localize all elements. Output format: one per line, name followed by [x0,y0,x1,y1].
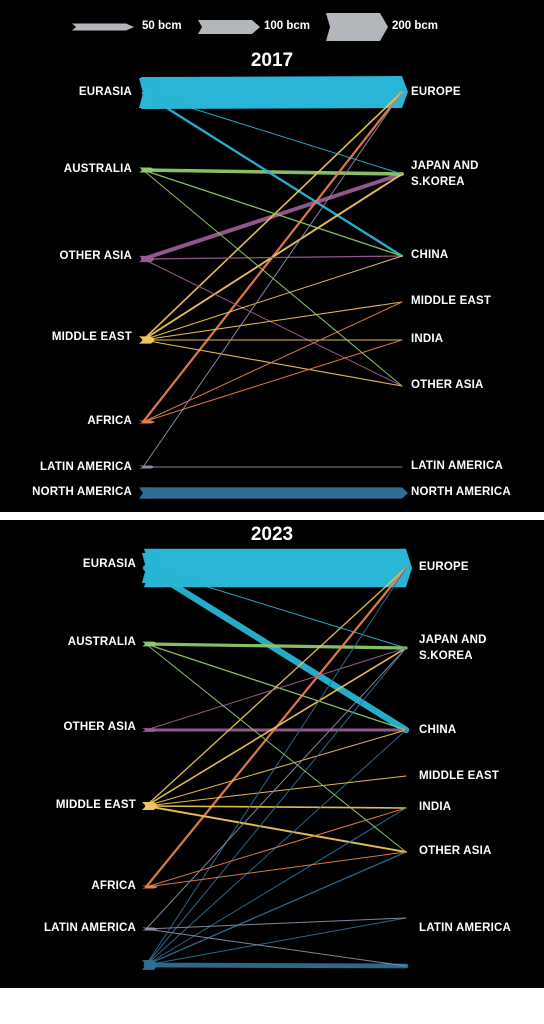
flow-africa-to-other-asia [145,851,407,888]
flow-north-america-to-japan-and-s-korea [145,647,407,966]
node-latin-america-exporter [139,465,155,469]
flow-latin-america-to-japan-and-s-korea [145,647,407,930]
flow-diagram-2017 [72,13,408,499]
flow-africa-to-middle-east [142,301,403,423]
importer-label-japan-and-s-korea-line1: JAPAN AND [419,634,487,646]
exporter-label-latin-america: LATIN AMERICA [43,922,136,934]
flow-middle-east-to-china [145,729,407,807]
importer-label-other-asia: OTHER ASIA [419,845,492,857]
flow-africa-to-india [145,807,407,888]
flow-africa-to-india [142,339,403,423]
exporter-label-other-asia: OTHER ASIA [59,250,132,262]
flow-latin-america-to-europe [142,91,403,468]
importer-label-europe: EUROPE [411,86,461,98]
flow-middle-east-to-china [142,255,403,341]
importer-label-japan-and-s-korea-line2: S.KOREA [411,176,465,188]
flow-middle-east-to-middle-east [142,301,403,341]
importer-label-india: INDIA [419,801,452,813]
node-eurasia-exporter [139,78,155,108]
importer-label-japan-and-s-korea-line2: S.KOREA [419,650,473,662]
flow-latin-america-to-latin-america [145,917,407,930]
exporter-label-other-asia: OTHER ASIA [63,721,136,733]
flow-latin-america-to-north-america [145,928,407,967]
legend-label-50: 50 bcm [142,20,182,32]
node-australia-exporter [142,641,158,647]
panel-2017: 50 bcm 100 bcm 200 bcm 2017 EURASIA AUSTR… [0,0,544,512]
exporter-label-middle-east: MIDDLE EAST [51,331,132,343]
node-north-america-exporter [142,960,158,970]
panel-2023: 2023 EURASIA AUSTRALIA OTHER ASIA MIDDLE EA… [0,520,544,988]
importer-label-latin-america: LATIN AMERICA [419,922,512,934]
importer-label-latin-america: LATIN AMERICA [411,460,504,472]
flow-eurasia-to-china [142,564,410,734]
node-north-america-exporter [139,487,155,499]
legend-arrow-50 [72,23,134,31]
flow-australia-to-other-asia [145,643,407,853]
legend-arrow-100 [198,20,260,34]
node-latin-america-exporter [142,927,158,931]
flow-north-america-to-other-asia [145,851,407,966]
flow-eurasia-to-china [141,91,404,258]
node-africa-exporter [142,885,158,889]
importer-label-other-asia: OTHER ASIA [411,379,484,391]
importer-label-china: CHINA [411,249,449,261]
flow-north-america-to-latin-america [145,917,407,966]
flow-other-asia-to-china [142,255,403,260]
exporter-label-australia: AUSTRALIA [63,163,132,175]
legend-label-100: 100 bcm [264,20,311,32]
flow-eurasia-to-japan-and-s-korea [142,92,403,175]
flow-eurasia-to-europe [144,548,412,588]
node-eurasia-exporter [142,553,158,583]
flow-middle-east-to-other-asia [145,805,407,853]
flow-other-asia-to-japan-and-s-korea [145,647,407,731]
importer-label-india: INDIA [411,333,444,345]
node-other-asia-exporter [139,255,155,263]
importer-label-middle-east: MIDDLE EAST [411,295,492,307]
exporter-label-eurasia: EURASIA [78,86,132,98]
importer-label-japan-and-s-korea-line1: JAPAN AND [411,160,479,172]
flow-eurasia-to-europe [141,76,408,109]
legend-arrow-200 [326,13,388,41]
node-middle-east-exporter [142,802,158,810]
importer-label-middle-east: MIDDLE EAST [419,770,500,782]
flow-australia-to-japan-and-s-korea [141,168,404,176]
node-other-asia-exporter [142,728,158,732]
flow-middle-east-to-middle-east [145,775,407,807]
exporter-label-africa: AFRICA [87,415,132,427]
flow-diagram-2023 [142,548,412,970]
flow-middle-east-to-europe [145,567,407,807]
flow-australia-to-japan-and-s-korea [144,642,408,650]
node-africa-exporter [139,420,155,424]
flow-middle-east-to-europe [142,91,403,341]
exporter-label-latin-america: LATIN AMERICA [39,461,132,473]
importer-label-europe: EUROPE [419,561,469,573]
flow-north-america-to-north-america [143,962,409,969]
importer-label-china: CHINA [419,724,457,736]
exporter-label-africa: AFRICA [91,880,136,892]
panel-title: 2017 [250,50,294,71]
flow-other-asia-to-other-asia [142,258,403,387]
flow-australia-to-china [142,169,403,257]
legend-label-200: 200 bcm [392,20,439,32]
flow-north-america-to-india [145,807,407,966]
flow-middle-east-to-other-asia [142,339,403,387]
exporter-label-north-america: NORTH AMERICA [32,486,132,498]
panel-title: 2023 [250,524,294,545]
flow-middle-east-to-japan-and-s-korea [145,647,407,807]
exporter-label-middle-east: MIDDLE EAST [55,799,136,811]
flow-north-america-to-north-america [141,487,408,499]
exporter-label-eurasia: EURASIA [82,558,136,570]
flow-north-america-to-europe [145,567,407,966]
exporter-label-australia: AUSTRALIA [67,636,136,648]
importer-label-north-america: NORTH AMERICA [411,486,511,498]
node-middle-east-exporter [139,336,155,344]
node-australia-exporter [139,167,155,173]
flow-australia-to-other-asia [142,169,403,387]
